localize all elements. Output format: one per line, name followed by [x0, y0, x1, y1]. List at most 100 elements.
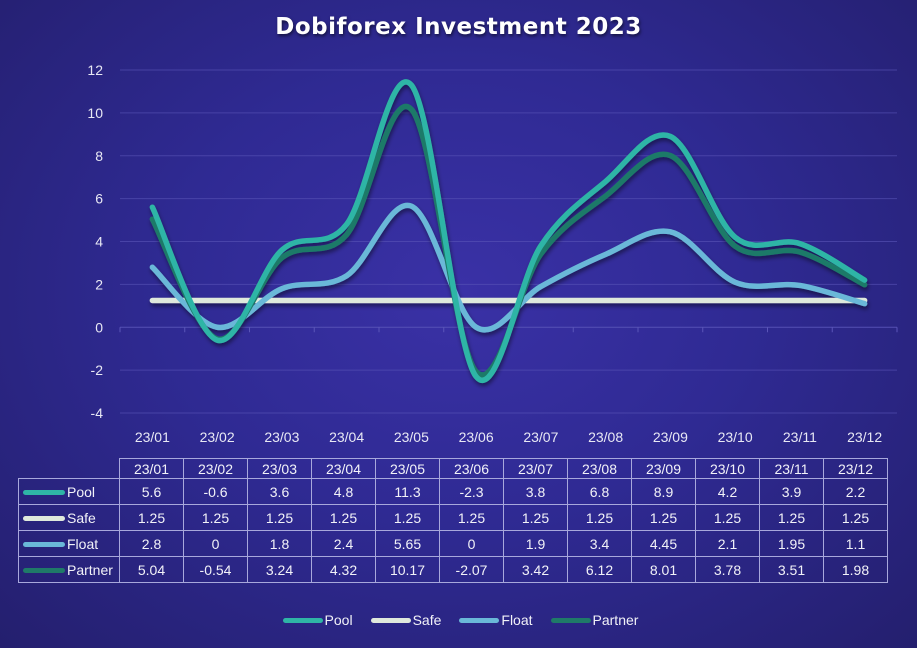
data-table-cell: 3.9: [759, 478, 824, 505]
legend-item-partner[interactable]: Partner: [547, 612, 639, 628]
data-table-cell: -2.3: [439, 478, 504, 505]
legend-key-swatch-icon: [23, 490, 65, 496]
data-table-column-header: 23/07: [503, 458, 568, 479]
y-tick-label: 8: [95, 148, 103, 164]
data-table-cell: 4.32: [311, 556, 376, 583]
legend-item-safe[interactable]: Safe: [367, 612, 442, 628]
data-table-cell: 10.17: [375, 556, 440, 583]
data-table-corner: [19, 459, 120, 479]
data-table-cell: 3.8: [503, 478, 568, 505]
data-table-cell: 6.8: [567, 478, 632, 505]
data-table-cell: 0: [439, 530, 504, 557]
y-tick-label: 0: [95, 319, 103, 335]
data-table-cell: 4.45: [631, 530, 696, 557]
series-line-float: [149, 202, 868, 333]
data-table-column-header: 23/04: [311, 458, 376, 479]
data-table-cell: 1.95: [759, 530, 824, 557]
data-table-cell: -0.6: [183, 478, 248, 505]
data-table-cell: 1.9: [503, 530, 568, 557]
data-table-cell: 1.25: [119, 504, 184, 531]
data-table-cell: -0.54: [183, 556, 248, 583]
data-table-cell: 2.1: [695, 530, 760, 557]
x-tick-label: 23/03: [264, 429, 299, 445]
data-table-row-label: Pool: [18, 478, 120, 505]
data-table-cell: 5.6: [119, 478, 184, 505]
data-table-cell: 4.2: [695, 478, 760, 505]
x-tick-label: 23/02: [200, 429, 235, 445]
data-table-column-header: 23/05: [375, 458, 440, 479]
data-table-cell: 5.04: [119, 556, 184, 583]
data-table-cell: 4.8: [311, 478, 376, 505]
legend-line-swatch-icon: [370, 617, 411, 623]
data-table-cell: 1.8: [247, 530, 312, 557]
x-tick-label: 23/04: [329, 429, 364, 445]
chart-title: Dobiforex Investment 2023: [275, 14, 642, 40]
data-table-cell: 11.3: [375, 478, 440, 505]
data-table-row: Safe 1.25 1.25 1.25 1.25 1.25 1.25 1.25 1.25 1.25…: [18, 504, 888, 531]
legend-label: Safe: [412, 612, 442, 628]
data-table-cell: 3.51: [759, 556, 824, 583]
x-tick-label: 23/05: [394, 429, 429, 445]
data-table-column-header: 23/06: [439, 458, 504, 479]
data-table-cell: 3.24: [247, 556, 312, 583]
x-tick-label: 23/07: [523, 429, 558, 445]
data-table-column-header: 23/03: [247, 458, 312, 479]
legend-line-swatch-icon: [282, 617, 323, 623]
legend-label: Pool: [324, 612, 353, 628]
data-table-column-header: 23/10: [695, 458, 760, 479]
gridlines: [119, 69, 898, 414]
x-tick-label: 23/08: [588, 429, 623, 445]
data-table-row-label: Safe: [18, 504, 120, 531]
data-table-column-header: 23/12: [823, 458, 888, 479]
data-table-cell: 1.25: [183, 504, 248, 531]
data-table-cell: 1.1: [823, 530, 888, 557]
data-table-row: Pool 5.6 -0.6 3.6 4.8 11.3 -2.3 3.8 6.8 8.9 4.2 3.9…: [18, 478, 888, 505]
data-table-cell: -2.07: [439, 556, 504, 583]
data-table-row-label: Float: [18, 530, 120, 557]
data-table-row: Partner 5.04 -0.54 3.24 4.32 10.17 -2.07 3.42 6.…: [18, 556, 888, 583]
x-tick-label: 23/01: [135, 429, 170, 445]
legend-label: Partner: [592, 612, 639, 628]
data-table-cell: 1.25: [503, 504, 568, 531]
data-table-cell: 1.25: [375, 504, 440, 531]
data-table-column-header: 23/01: [119, 458, 184, 479]
y-tick-label: 2: [95, 276, 103, 292]
data-table-cell: 1.98: [823, 556, 888, 583]
y-tick-label: -2: [91, 362, 104, 378]
data-table-cell: 3.42: [503, 556, 568, 583]
data-table-cell: 3.6: [247, 478, 312, 505]
data-table-cell: 3.78: [695, 556, 760, 583]
data-table-cell: 1.25: [311, 504, 376, 531]
x-tick-label: 23/10: [718, 429, 753, 445]
row-label-text: Partner: [67, 561, 113, 578]
data-table-cell: 1.25: [567, 504, 632, 531]
data-table-cell: 2.4: [311, 530, 376, 557]
data-table-column-header: 23/09: [631, 458, 696, 479]
y-tick-label: 12: [87, 62, 103, 78]
row-label-text: Float: [67, 535, 99, 552]
data-table-cell: 1.25: [759, 504, 824, 531]
data-table-cell: 3.4: [567, 530, 632, 557]
data-table-cell: 5.65: [375, 530, 440, 557]
data-table: 23/01 23/02 23/03 23/04 23/05 23/06 23/07 23/08…: [18, 458, 888, 583]
data-table-column-header: 23/08: [567, 458, 632, 479]
data-table-row: Float 2.8 0 1.8 2.4 5.65 0 1.9 3.4 4.45 2.1 1.95 1.1: [18, 530, 888, 557]
data-table-cell: 1.25: [247, 504, 312, 531]
data-table-header-row: 23/01 23/02 23/03 23/04 23/05 23/06 23/07 23/08…: [19, 458, 888, 479]
legend-item-pool[interactable]: Pool: [279, 612, 353, 628]
legend-key-swatch-icon: [23, 516, 65, 522]
y-tick-label: 4: [95, 234, 103, 250]
y-axis-ticks: 12 10 8 6 4 2 0 -2 -4: [87, 62, 103, 421]
data-table-cell: 1.25: [439, 504, 504, 531]
legend-item-float[interactable]: Float: [455, 612, 533, 628]
series-lines: [149, 79, 868, 383]
data-table-cell: 1.25: [695, 504, 760, 531]
legend-label: Float: [501, 612, 533, 628]
data-table-cell: 2.2: [823, 478, 888, 505]
data-table-cell: 1.25: [823, 504, 888, 531]
data-table-cell: 0: [183, 530, 248, 557]
data-table-cell: 1.25: [631, 504, 696, 531]
data-table-column-header: 23/11: [759, 458, 824, 479]
legend-key-swatch-icon: [23, 568, 65, 574]
